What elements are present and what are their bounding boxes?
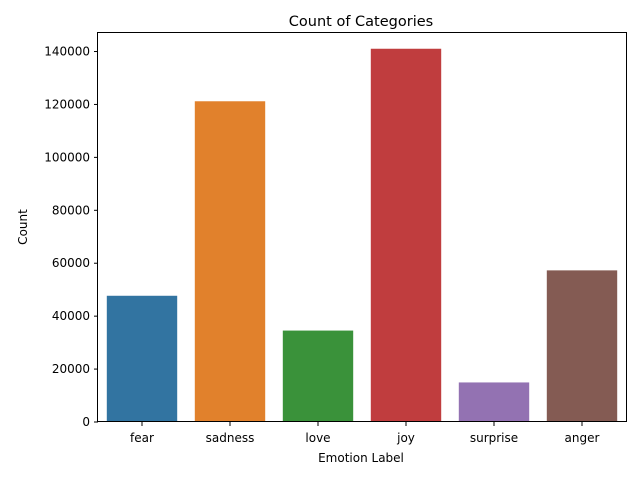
y-tick-label: 0 (82, 415, 90, 429)
y-tick-label: 20000 (52, 362, 90, 376)
x-tick-label: love (305, 431, 330, 445)
x-axis-ticks: fear sadness love joy surprise anger (130, 422, 600, 445)
bar-joy (370, 48, 442, 422)
y-tick-label: 40000 (52, 309, 90, 323)
bar-surprise (458, 382, 530, 422)
x-tick-label: joy (396, 431, 415, 445)
x-axis-title: Emotion Label (318, 451, 404, 465)
y-tick-label: 80000 (52, 203, 90, 217)
bar-anger (546, 270, 618, 422)
plot-frame (97, 32, 627, 422)
bar-sadness (194, 101, 266, 423)
x-tick-label: anger (565, 431, 600, 445)
x-tick-label: fear (130, 431, 154, 445)
y-tick-label: 60000 (52, 256, 90, 270)
bars-group (106, 48, 618, 423)
x-tick-label: sadness (206, 431, 255, 445)
y-tick-label: 120000 (44, 97, 90, 111)
x-tick-label: surprise (470, 431, 518, 445)
bar-fear (106, 295, 178, 422)
chart-title: Count of Categories (289, 14, 433, 30)
bar-love (282, 330, 354, 422)
y-tick-label: 100000 (44, 150, 90, 164)
y-axis-title: Count (16, 209, 30, 245)
y-axis-ticks: 0 20000 40000 60000 80000 100000 120000 140000 (44, 45, 98, 429)
y-tick-label: 140000 (44, 45, 90, 59)
